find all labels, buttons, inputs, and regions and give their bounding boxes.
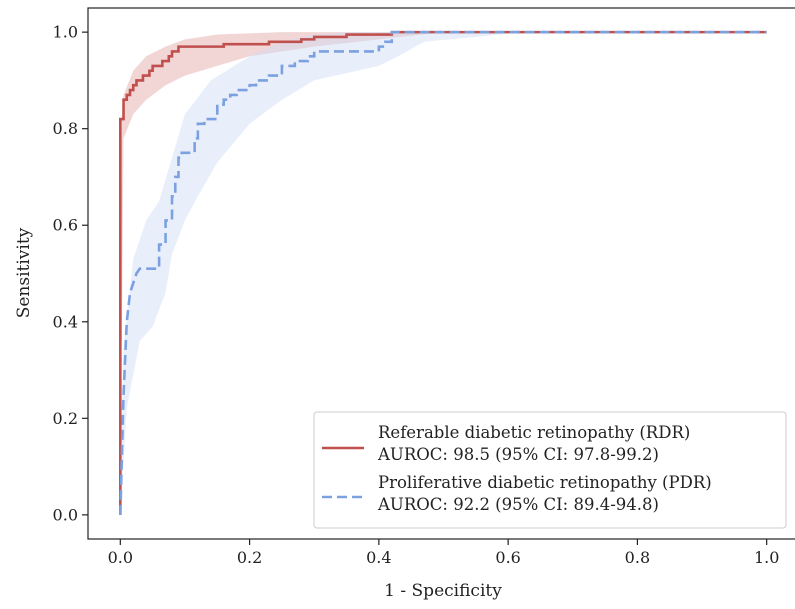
legend-label-rdr-auroc: AUROC: 98.5 (95% CI: 97.8-99.2) bbox=[377, 445, 659, 464]
x-tick-label: 0.4 bbox=[366, 548, 391, 567]
legend: Referable diabetic retinopathy (RDR) AUR… bbox=[313, 411, 787, 529]
legend-label-rdr: Referable diabetic retinopathy (RDR) bbox=[378, 423, 690, 442]
y-tick-label: 1.0 bbox=[53, 23, 78, 42]
x-tick-label: 0.6 bbox=[495, 548, 520, 567]
plot-area-frame bbox=[87, 7, 795, 540]
y-tick-label: 0.6 bbox=[53, 216, 78, 235]
y-axis-label: Sensitivity bbox=[14, 227, 34, 318]
legend-label-pdr: Proliferative diabetic retinopathy (PDR) bbox=[378, 473, 712, 492]
roc-curve-rdr bbox=[119, 30, 767, 515]
y-tick-label: 0.2 bbox=[53, 409, 78, 428]
legend-box bbox=[313, 411, 787, 529]
y-tick-label: 0.4 bbox=[53, 312, 78, 331]
x-tick-label: 0.8 bbox=[625, 548, 650, 567]
roc-curve-pdr bbox=[119, 30, 767, 515]
x-tick-label: 0.0 bbox=[108, 548, 133, 567]
x-axis-label: 1 - Specificity bbox=[384, 581, 502, 601]
x-tick-label: 0.2 bbox=[237, 548, 262, 567]
y-tick-label: 0.8 bbox=[53, 119, 78, 138]
y-axis: 0.0 0.2 0.4 0.6 0.8 1.0 bbox=[53, 23, 88, 524]
legend-label-pdr-auroc: AUROC: 92.2 (95% CI: 89.4-94.8) bbox=[377, 495, 659, 514]
x-tick-label: 1.0 bbox=[754, 548, 779, 567]
y-tick-label: 0.0 bbox=[53, 505, 78, 524]
x-axis: 0.0 0.2 0.4 0.6 0.8 1.0 bbox=[108, 539, 779, 567]
roc-curves bbox=[119, 30, 767, 515]
